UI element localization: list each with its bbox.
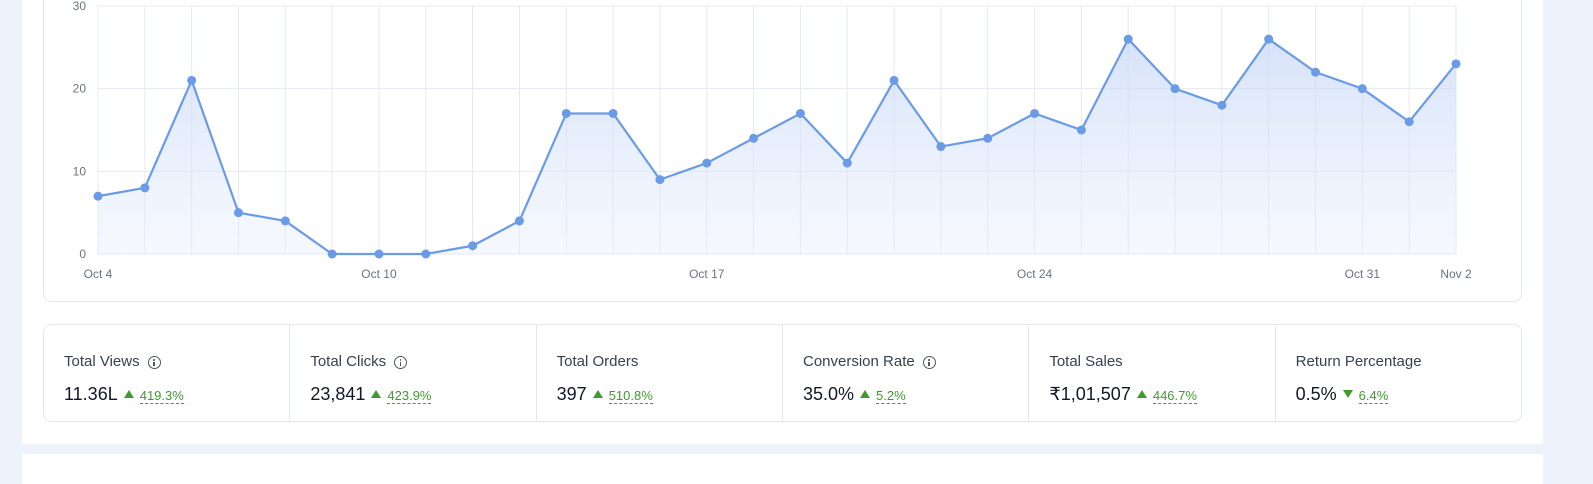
data-point <box>795 108 805 118</box>
stat-value: 0.5% <box>1295 384 1337 404</box>
stat-value: 35.0% <box>802 384 855 404</box>
data-point <box>561 108 571 118</box>
data-point <box>93 191 103 201</box>
data-point <box>1451 59 1461 69</box>
y-tick-label: 30 <box>73 0 87 13</box>
data-point <box>842 158 852 168</box>
trend-up-icon <box>592 390 603 398</box>
stat-change[interactable]: 5.2% <box>876 388 906 404</box>
data-point <box>702 158 712 168</box>
stat-change[interactable]: 6.4% <box>1358 388 1389 404</box>
trend-up-icon <box>371 390 382 398</box>
y-tick-label: 20 <box>73 82 87 96</box>
stat-change[interactable]: 423.9% <box>387 388 432 404</box>
area-fill <box>98 39 1456 254</box>
info-icon[interactable] <box>147 356 161 369</box>
data-point <box>280 216 290 226</box>
x-tick-label: Oct 17 <box>689 267 725 281</box>
data-point <box>187 75 197 85</box>
stat-label: Conversion Rate <box>802 353 915 370</box>
stat-return-percentage: Return Percentage 0.5% 6.4% <box>1274 325 1521 421</box>
stat-change[interactable]: 510.8% <box>608 388 653 404</box>
data-point <box>1357 84 1367 94</box>
data-point <box>608 108 618 118</box>
trend-up-icon <box>123 390 134 398</box>
stat-label: Return Percentage <box>1295 353 1422 370</box>
data-point <box>1030 108 1040 118</box>
stat-change[interactable]: 446.7% <box>1152 388 1197 404</box>
data-point <box>889 75 899 85</box>
data-point <box>983 133 993 143</box>
views-line-chart: 0 10 20 30 Oct 4 Oct 10 Oct 17 Oct 24 Oct 31 Nov … <box>73 0 1472 281</box>
stat-change[interactable]: 419.3% <box>139 388 184 404</box>
info-icon[interactable] <box>394 356 408 369</box>
data-point <box>749 133 759 143</box>
data-point <box>1076 125 1086 135</box>
stat-value: 397 <box>556 384 587 404</box>
data-point <box>655 175 665 185</box>
data-point <box>374 249 384 259</box>
data-point <box>1123 34 1133 44</box>
views-chart-card: 0 10 20 30 Oct 4 Oct 10 Oct 17 Oct 24 Oct 31 Nov … <box>43 0 1522 302</box>
y-tick-label: 0 <box>79 247 86 261</box>
data-point <box>233 208 243 218</box>
trend-down-icon <box>1342 390 1353 398</box>
stat-label: Total Orders <box>556 353 639 370</box>
y-tick-label: 10 <box>73 164 87 178</box>
stat-total-orders: Total Orders 397 510.8% <box>535 325 782 421</box>
stat-conversion-rate: Conversion Rate 35.0% 5.2% <box>781 325 1028 421</box>
data-point <box>936 142 946 152</box>
trend-up-icon <box>1136 390 1147 398</box>
trend-up-icon <box>860 390 871 398</box>
x-tick-label: Nov 2 <box>1440 267 1472 281</box>
data-point <box>327 249 337 259</box>
stat-total-views: Total Views 11.36L 419.3% <box>44 325 289 421</box>
stat-total-sales: Total Sales ₹1,01,507 446.7% <box>1028 325 1274 421</box>
x-tick-label: Oct 4 <box>84 267 113 281</box>
stat-value: 23,841 <box>310 384 366 404</box>
data-point <box>468 241 478 251</box>
data-point <box>1404 117 1414 127</box>
stat-total-clicks: Total Clicks 23,841 423.9% <box>289 325 535 421</box>
data-point <box>140 183 150 193</box>
stat-value: 11.36L <box>64 384 118 404</box>
stats-summary: Total Views 11.36L 419.3% Total Clicks 2… <box>43 324 1522 422</box>
data-point <box>421 249 431 259</box>
data-point <box>1170 84 1180 94</box>
info-icon[interactable] <box>922 356 936 369</box>
stat-label: Total Sales <box>1049 353 1123 370</box>
stat-label: Total Views <box>64 353 140 370</box>
x-tick-label: Oct 24 <box>1017 267 1053 281</box>
stat-value: ₹1,01,507 <box>1049 384 1131 404</box>
data-point <box>1311 67 1321 77</box>
data-point <box>514 216 524 226</box>
x-tick-label: Oct 31 <box>1345 267 1381 281</box>
next-section-card <box>22 454 1543 484</box>
stat-label: Total Clicks <box>310 353 387 370</box>
series-line <box>97 37 1457 256</box>
x-tick-label: Oct 10 <box>361 267 397 281</box>
data-point <box>1264 34 1274 44</box>
data-point <box>1217 100 1227 110</box>
